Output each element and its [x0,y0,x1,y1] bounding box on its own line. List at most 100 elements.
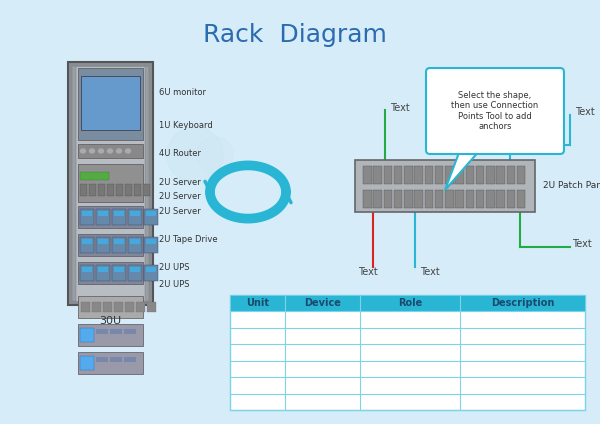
FancyBboxPatch shape [147,302,156,312]
FancyBboxPatch shape [107,184,114,196]
FancyBboxPatch shape [363,190,372,208]
Text: 2U UPS: 2U UPS [159,263,190,272]
FancyBboxPatch shape [89,184,96,196]
FancyBboxPatch shape [80,172,109,180]
Ellipse shape [167,127,223,183]
FancyBboxPatch shape [128,237,142,253]
FancyBboxPatch shape [82,267,92,272]
FancyBboxPatch shape [414,166,423,184]
FancyBboxPatch shape [496,190,505,208]
Text: Rack  Diagram: Rack Diagram [203,23,387,47]
FancyBboxPatch shape [466,166,474,184]
Text: 2U Server: 2U Server [159,192,201,201]
FancyBboxPatch shape [112,265,126,281]
Text: Device: Device [304,298,341,308]
FancyBboxPatch shape [96,209,110,225]
FancyBboxPatch shape [112,237,126,253]
FancyBboxPatch shape [506,190,515,208]
FancyBboxPatch shape [82,239,92,244]
FancyBboxPatch shape [383,166,392,184]
FancyBboxPatch shape [78,296,143,318]
FancyBboxPatch shape [124,329,136,334]
FancyBboxPatch shape [435,166,443,184]
FancyBboxPatch shape [426,68,564,154]
FancyBboxPatch shape [114,267,124,272]
FancyBboxPatch shape [455,190,464,208]
FancyBboxPatch shape [81,76,140,130]
FancyBboxPatch shape [80,184,87,196]
FancyBboxPatch shape [146,267,156,272]
Text: 2U Tape Drive: 2U Tape Drive [159,235,218,244]
FancyBboxPatch shape [144,237,158,253]
FancyBboxPatch shape [486,190,495,208]
FancyBboxPatch shape [128,209,142,225]
FancyBboxPatch shape [125,184,132,196]
FancyBboxPatch shape [476,190,484,208]
Ellipse shape [98,149,104,153]
FancyBboxPatch shape [78,206,143,228]
FancyBboxPatch shape [72,66,149,301]
FancyBboxPatch shape [383,190,392,208]
Ellipse shape [80,149,86,153]
Ellipse shape [89,149,95,153]
FancyBboxPatch shape [230,295,585,410]
Text: Text: Text [358,267,378,277]
FancyBboxPatch shape [445,166,454,184]
FancyBboxPatch shape [80,356,94,370]
FancyBboxPatch shape [425,166,433,184]
Text: Text: Text [420,267,440,277]
Ellipse shape [125,149,131,153]
Text: Description: Description [491,298,554,308]
FancyBboxPatch shape [98,239,108,244]
Text: 6U monitor: 6U monitor [159,88,206,97]
FancyBboxPatch shape [435,190,443,208]
Text: 2U Server: 2U Server [159,207,201,216]
FancyBboxPatch shape [92,302,101,312]
FancyBboxPatch shape [110,357,122,362]
FancyBboxPatch shape [128,265,142,281]
FancyBboxPatch shape [517,166,526,184]
FancyBboxPatch shape [96,329,108,334]
FancyBboxPatch shape [143,184,150,196]
FancyBboxPatch shape [394,166,403,184]
FancyBboxPatch shape [96,237,110,253]
Text: 2U Patch Panel: 2U Patch Panel [543,181,600,190]
Ellipse shape [107,149,113,153]
FancyBboxPatch shape [98,267,108,272]
FancyBboxPatch shape [425,190,433,208]
FancyBboxPatch shape [230,295,585,311]
Text: Unit: Unit [246,298,269,308]
Text: 2U Server: 2U Server [159,178,201,187]
FancyBboxPatch shape [78,352,143,374]
FancyBboxPatch shape [146,211,156,216]
FancyBboxPatch shape [80,328,94,342]
FancyBboxPatch shape [145,66,149,301]
FancyBboxPatch shape [130,211,140,216]
FancyBboxPatch shape [355,160,535,212]
FancyBboxPatch shape [496,166,505,184]
FancyBboxPatch shape [144,265,158,281]
FancyBboxPatch shape [96,357,108,362]
FancyBboxPatch shape [81,302,90,312]
FancyBboxPatch shape [125,302,134,312]
FancyBboxPatch shape [114,211,124,216]
Text: Text: Text [575,107,595,117]
FancyBboxPatch shape [78,164,143,202]
FancyBboxPatch shape [124,357,136,362]
FancyBboxPatch shape [78,262,143,284]
FancyBboxPatch shape [136,302,145,312]
FancyBboxPatch shape [80,209,94,225]
FancyBboxPatch shape [373,166,382,184]
FancyBboxPatch shape [506,166,515,184]
FancyBboxPatch shape [114,239,124,244]
FancyBboxPatch shape [112,209,126,225]
FancyBboxPatch shape [116,184,123,196]
FancyBboxPatch shape [486,166,495,184]
FancyBboxPatch shape [103,302,112,312]
FancyBboxPatch shape [72,66,76,301]
FancyBboxPatch shape [98,184,105,196]
FancyBboxPatch shape [134,184,141,196]
FancyBboxPatch shape [80,265,94,281]
Text: 1U Keyboard: 1U Keyboard [159,121,213,130]
Text: 2U UPS: 2U UPS [159,280,190,289]
